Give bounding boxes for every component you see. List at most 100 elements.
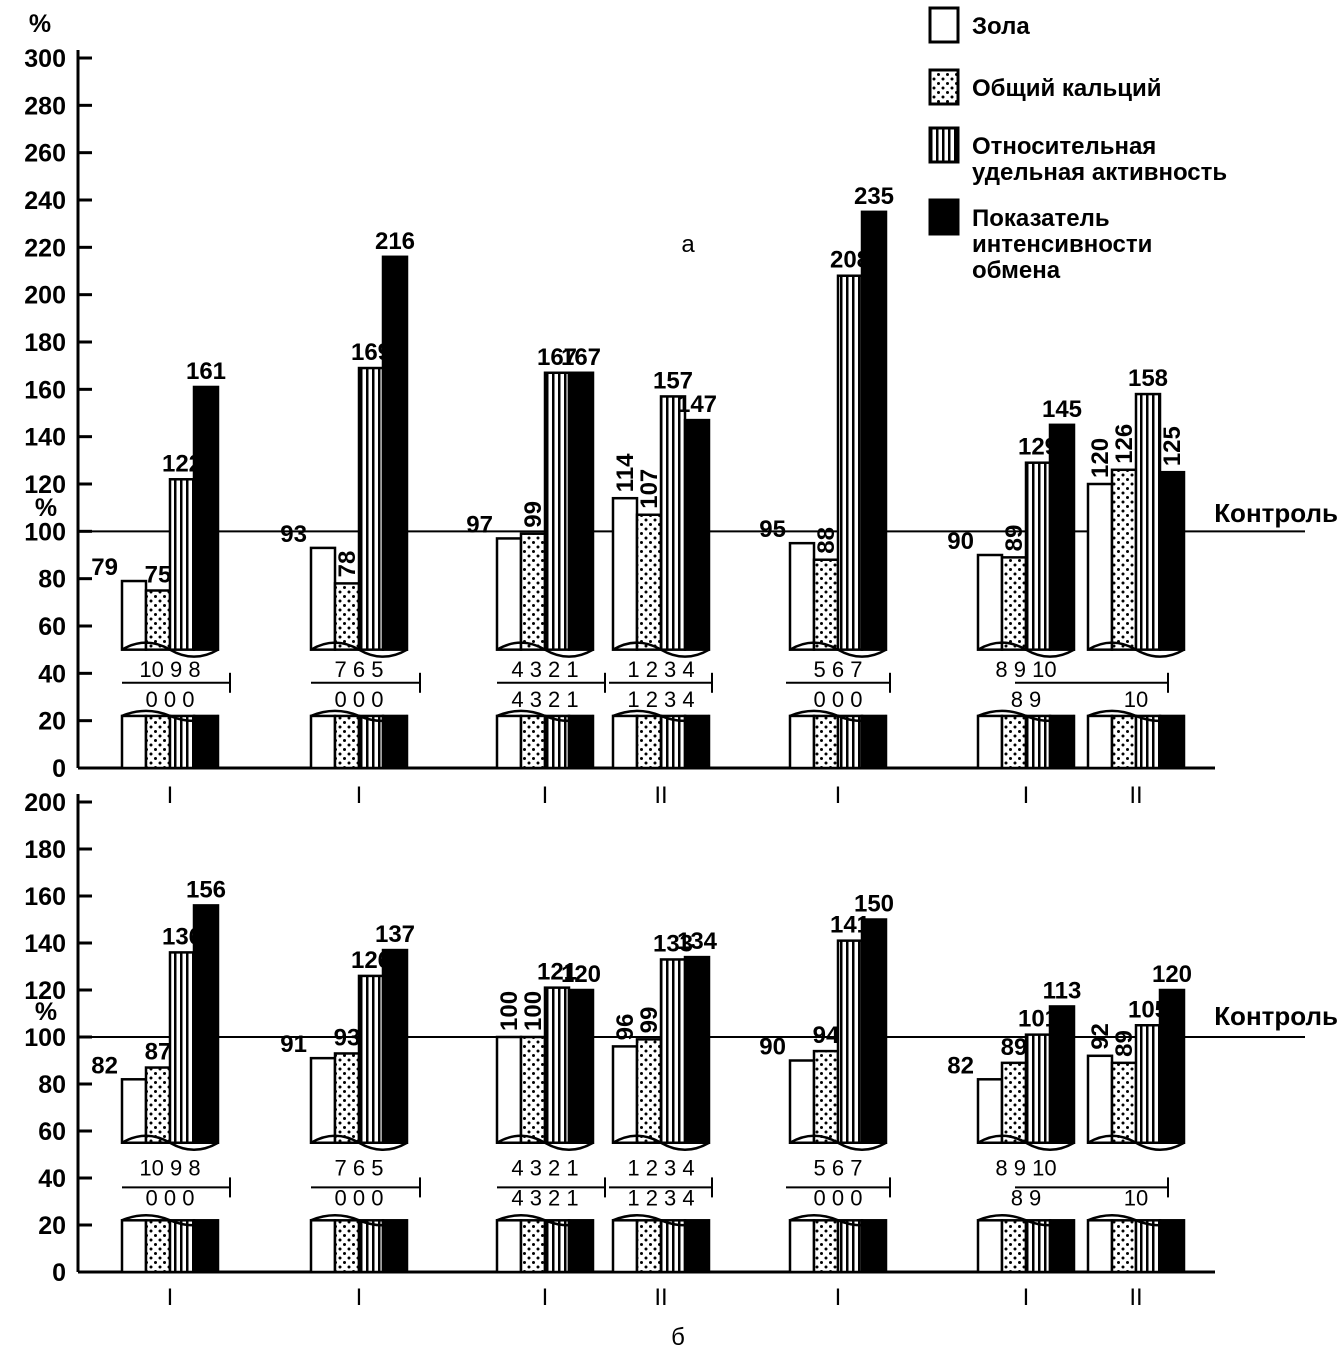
- bar-value-label: 99: [636, 1007, 663, 1034]
- bar-stub-black: [567, 714, 595, 770]
- sample-top-label: 8 9 10: [995, 1156, 1056, 1181]
- break-mark: [121, 1214, 219, 1227]
- bar-black: [567, 371, 595, 651]
- bar-value-label: 107: [636, 469, 663, 509]
- bar-stub-white: [309, 714, 337, 770]
- bar-stub-white: [1086, 714, 1114, 770]
- break-mark: [496, 641, 594, 658]
- bar-white: [120, 1078, 148, 1145]
- bar-stub-stripes: [836, 1219, 864, 1274]
- bar-stub-white: [788, 1219, 816, 1274]
- bar-value-label: 158: [1128, 365, 1168, 392]
- y-tick-label: 240: [24, 187, 66, 215]
- bar-value-label: 94: [813, 1022, 840, 1049]
- bar-value-label: 147: [677, 391, 717, 418]
- break-mark: [121, 709, 219, 723]
- bar-stub-white: [611, 714, 639, 770]
- y-tick-label: 80: [38, 1071, 66, 1099]
- legend-label: Зола: [972, 13, 1030, 40]
- bar-black: [1158, 988, 1186, 1144]
- bar-dots: [519, 532, 547, 651]
- y-unit-label-mid: %: [35, 998, 57, 1026]
- sample-top-label: 10 9 8: [139, 657, 200, 682]
- bar-stub-black: [192, 714, 220, 770]
- y-unit-label-mid: %: [35, 494, 57, 522]
- y-tick-label: 40: [38, 660, 66, 688]
- bar-value-label: 82: [947, 1052, 974, 1079]
- bar-black: [860, 918, 888, 1144]
- bar-stub-black: [1048, 714, 1076, 770]
- break-mark: [977, 1214, 1075, 1227]
- bar-stub-stripes: [168, 714, 196, 770]
- break-mark: [1087, 709, 1185, 723]
- bar-stub-white: [976, 714, 1004, 770]
- y-tick-label: 140: [24, 424, 66, 452]
- bar-value-label: 89: [1001, 525, 1028, 552]
- bar-stub-dots: [812, 714, 840, 770]
- bar-value-label: 134: [677, 928, 718, 955]
- break-mark: [789, 641, 887, 658]
- group-label: I: [542, 1284, 549, 1311]
- bar-white: [976, 553, 1004, 651]
- y-tick-label: 80: [38, 566, 66, 594]
- break-mark: [310, 709, 408, 723]
- bar-dots: [1000, 1061, 1028, 1144]
- bar-white: [976, 1078, 1004, 1145]
- y-tick-label: 100: [24, 518, 66, 546]
- bar-black: [1048, 1005, 1076, 1145]
- bar-stripes: [168, 951, 196, 1145]
- bar-value-label: 120: [1087, 438, 1114, 478]
- legend-swatch-dots: [928, 68, 960, 106]
- bar-value-label: 78: [334, 551, 361, 578]
- y-tick-label: 200: [24, 282, 66, 310]
- group-label: I: [542, 782, 549, 809]
- break-mark: [612, 709, 710, 723]
- bar-stub-black: [381, 714, 409, 770]
- y-tick-label: 180: [24, 329, 66, 357]
- bar-white: [120, 579, 148, 651]
- bar-value-label: 216: [375, 228, 415, 255]
- break-mark: [121, 641, 219, 658]
- group-label: I: [356, 1284, 363, 1311]
- y-unit-label: %: [29, 10, 51, 38]
- y-tick-label: 100: [24, 1024, 66, 1052]
- bar-stub-white: [788, 714, 816, 770]
- y-tick-label: 280: [24, 92, 66, 120]
- break-mark: [612, 1214, 710, 1227]
- bar-stub-black: [1048, 1219, 1076, 1274]
- sample-bottom-label: 10: [1124, 687, 1148, 712]
- bar-stub-white: [976, 1219, 1004, 1274]
- bar-stub-dots: [812, 1219, 840, 1274]
- bar-value-label: 114: [612, 453, 639, 492]
- bar-stub-stripes: [1134, 1219, 1162, 1274]
- bar-value-label: 145: [1042, 396, 1082, 423]
- bar-stub-stripes: [836, 714, 864, 770]
- bar-white: [611, 1045, 639, 1145]
- bar-value-label: 133: [653, 930, 693, 957]
- panel-label: б: [671, 1324, 685, 1350]
- bar-stub-white: [1086, 1219, 1114, 1274]
- bar-dots: [144, 1066, 172, 1145]
- control-label: Контроль: [1214, 498, 1338, 528]
- bar-stub-white: [495, 714, 523, 770]
- sample-top-label: 8 9 10: [995, 657, 1056, 682]
- bar-value-label: 89: [1001, 1034, 1028, 1061]
- bar-value-label: 150: [854, 891, 894, 918]
- bar-value-label: 125: [1159, 426, 1186, 466]
- y-tick-label: 200: [24, 789, 66, 817]
- y-tick-label: 120: [24, 471, 66, 499]
- bar-value-label: 91: [280, 1031, 307, 1058]
- bar-white: [309, 1056, 337, 1145]
- bar-value-label: 87: [145, 1039, 172, 1066]
- legend-label: Общий кальций: [972, 75, 1162, 102]
- bar-stub-dots: [519, 714, 547, 770]
- bar-black: [192, 904, 220, 1145]
- bar-black: [1158, 470, 1186, 651]
- chart-layer: 0204060801001201401601802002202402602803…: [24, 6, 1338, 1350]
- bar-value-label: 89: [1111, 1030, 1138, 1057]
- bar-stub-stripes: [1024, 714, 1052, 770]
- bar-value-label: 100: [520, 991, 547, 1031]
- sample-bottom-label: 0 0 0: [335, 687, 384, 712]
- bar-white: [611, 496, 639, 651]
- sample-top-label: 5 6 7: [814, 657, 863, 682]
